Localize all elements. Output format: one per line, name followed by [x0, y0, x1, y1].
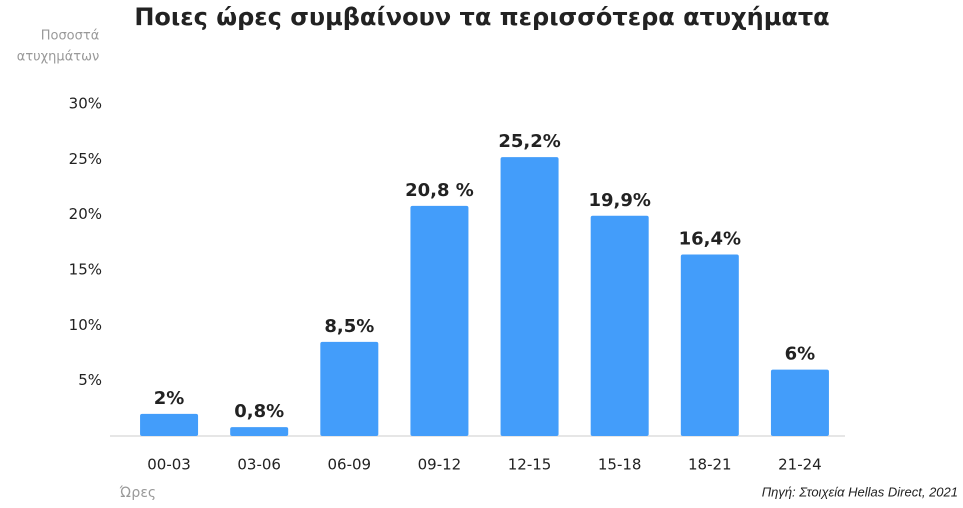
x-tick-label: 21-24 — [778, 456, 822, 474]
bar — [770, 369, 829, 436]
bar — [320, 341, 379, 436]
x-tick-label: 03-06 — [237, 456, 281, 474]
value-label: 20,8 % — [405, 180, 474, 201]
x-axis-label: Ώρες — [119, 485, 156, 501]
x-tick-label: 18-21 — [688, 456, 732, 474]
x-tick-label: 00-03 — [147, 456, 191, 474]
y-tick-label: 25% — [69, 150, 102, 168]
y-tick-label: 10% — [69, 316, 102, 334]
value-label: 8,5% — [324, 316, 374, 337]
y-tick-label: 5% — [78, 371, 102, 389]
chart-title: Ποιες ώρες συμβαίνουν τα περισσότερα ατυ… — [134, 3, 829, 31]
value-label: 25,2% — [498, 131, 560, 152]
bar — [680, 254, 739, 436]
value-label: 16,4% — [679, 229, 741, 250]
x-tick-label: 09-12 — [418, 456, 462, 474]
value-label: 2% — [154, 388, 185, 409]
value-label: 6% — [785, 344, 816, 365]
y-axis-label: ατυχημάτων — [17, 50, 99, 65]
source-note: Πηγή: Στοιχεία Hellas Direct, 2021 — [762, 484, 958, 499]
y-tick-label: 30% — [69, 95, 102, 113]
bar — [500, 157, 559, 436]
bar — [140, 413, 199, 436]
y-axis-label: Ποσοστά — [41, 29, 100, 44]
x-tick-label: 15-18 — [598, 456, 642, 474]
bar — [590, 215, 649, 436]
value-label: 0,8% — [234, 401, 284, 422]
y-tick-label: 20% — [69, 205, 102, 223]
bar — [230, 427, 289, 436]
x-tick-label: 06-09 — [328, 456, 372, 474]
y-tick-label: 15% — [69, 261, 102, 279]
bar — [410, 205, 469, 436]
value-label: 19,9% — [588, 190, 650, 211]
x-tick-label: 12-15 — [508, 456, 552, 474]
